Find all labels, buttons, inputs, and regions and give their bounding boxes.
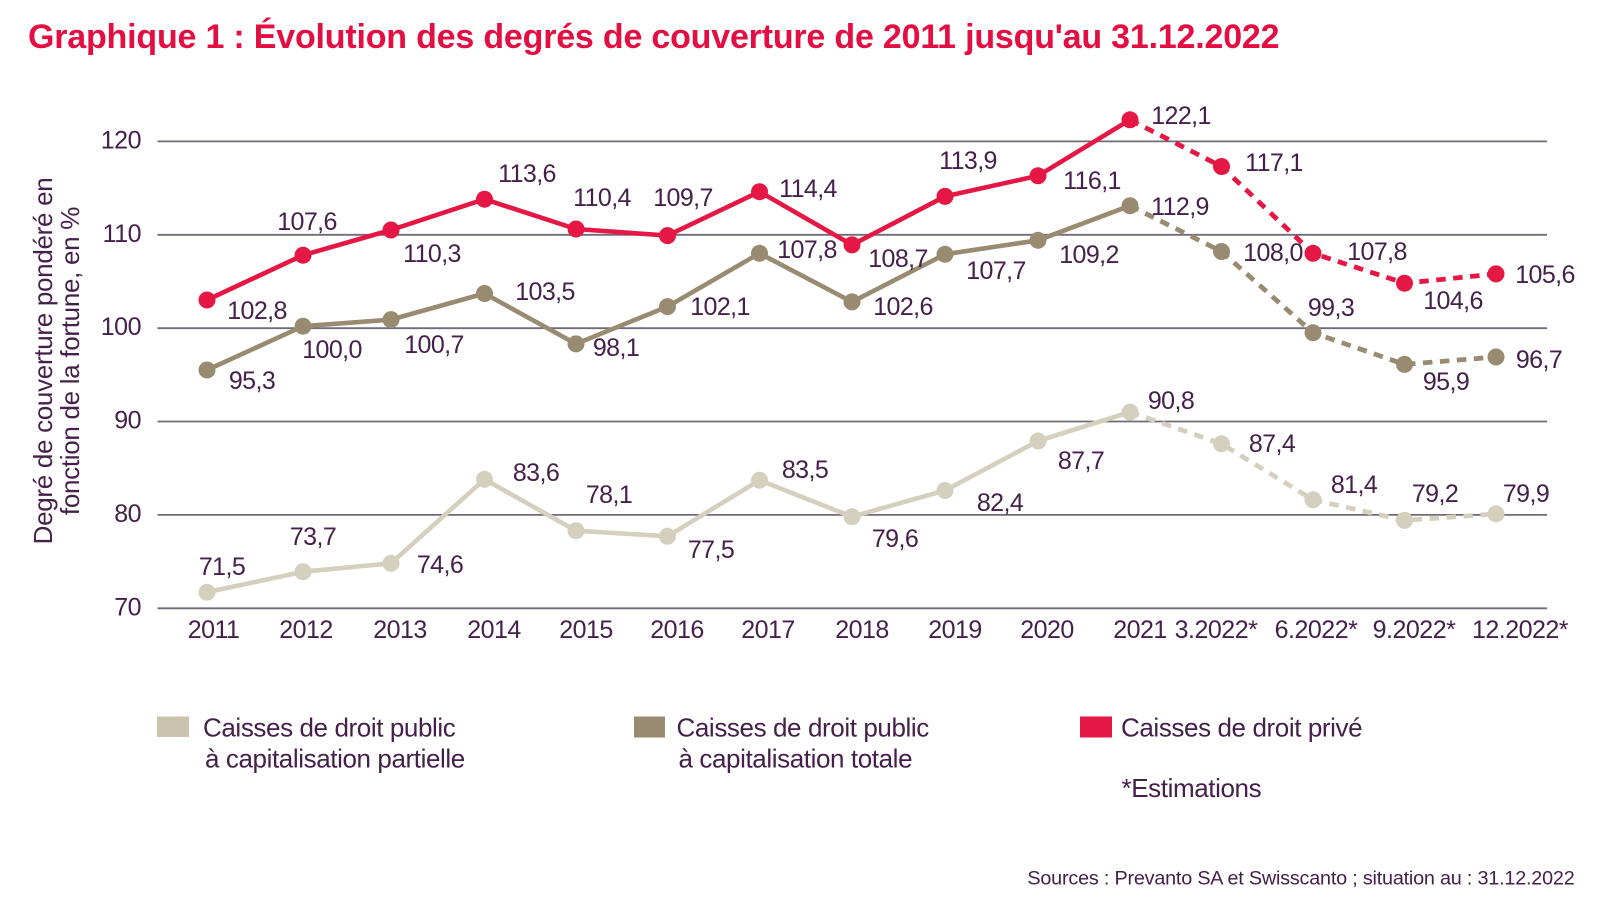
- svg-text:3.2022*: 3.2022*: [1175, 616, 1258, 644]
- svg-text:107,6: 107,6: [277, 208, 337, 236]
- svg-text:100,7: 100,7: [404, 331, 464, 359]
- svg-text:105,6: 105,6: [1515, 261, 1575, 289]
- svg-text:102,8: 102,8: [227, 297, 287, 325]
- svg-text:78,1: 78,1: [586, 481, 632, 509]
- svg-text:Sources : Prevanto SA et Swiss: Sources : Prevanto SA et Swisscanto ; si…: [1027, 868, 1574, 890]
- svg-text:98,1: 98,1: [593, 334, 639, 362]
- svg-text:12.2022*: 12.2022*: [1472, 616, 1569, 644]
- svg-text:80: 80: [114, 500, 141, 528]
- svg-text:122,1: 122,1: [1151, 102, 1211, 130]
- svg-text:2015: 2015: [559, 616, 613, 644]
- svg-text:108,0: 108,0: [1243, 239, 1303, 267]
- svg-text:77,5: 77,5: [688, 536, 734, 564]
- svg-text:70: 70: [114, 593, 141, 621]
- svg-text:102,6: 102,6: [873, 293, 933, 321]
- svg-text:9.2022*: 9.2022*: [1373, 616, 1456, 644]
- svg-text:6.2022*: 6.2022*: [1275, 616, 1358, 644]
- svg-text:114,4: 114,4: [779, 175, 837, 203]
- svg-text:2013: 2013: [373, 616, 427, 644]
- svg-text:2011: 2011: [188, 616, 240, 644]
- svg-text:2016: 2016: [650, 616, 704, 644]
- svg-text:81,4: 81,4: [1331, 471, 1378, 499]
- svg-text:95,3: 95,3: [229, 367, 275, 395]
- svg-text:Caisses de droit public: Caisses de droit public: [677, 713, 930, 743]
- svg-text:116,1: 116,1: [1063, 167, 1121, 195]
- svg-text:107,8: 107,8: [1347, 238, 1407, 266]
- svg-text:110: 110: [103, 220, 141, 248]
- svg-text:2018: 2018: [835, 616, 889, 644]
- svg-text:90,8: 90,8: [1148, 387, 1194, 415]
- svg-text:110,4: 110,4: [573, 184, 631, 212]
- svg-text:107,7: 107,7: [966, 257, 1026, 285]
- svg-text:Caisses de droit public: Caisses de droit public: [203, 713, 456, 743]
- svg-text:fonction de la fortune, en %: fonction de la fortune, en %: [55, 207, 85, 515]
- svg-text:100,0: 100,0: [302, 336, 362, 364]
- svg-text:113,6: 113,6: [498, 160, 556, 188]
- svg-text:95,9: 95,9: [1423, 368, 1469, 396]
- svg-text:102,1: 102,1: [690, 293, 750, 321]
- svg-text:79,2: 79,2: [1412, 480, 1458, 508]
- svg-text:82,4: 82,4: [977, 489, 1024, 517]
- svg-text:79,6: 79,6: [872, 525, 918, 553]
- svg-text:90: 90: [114, 407, 141, 435]
- svg-text:2014: 2014: [467, 616, 521, 644]
- svg-text:87,7: 87,7: [1058, 447, 1104, 475]
- svg-text:108,7: 108,7: [868, 245, 928, 273]
- svg-text:83,6: 83,6: [513, 459, 559, 487]
- svg-text:112,9: 112,9: [1151, 193, 1209, 221]
- svg-text:113,9: 113,9: [939, 147, 997, 175]
- svg-text:*Estimations: *Estimations: [1122, 773, 1262, 803]
- svg-text:83,5: 83,5: [782, 456, 828, 484]
- svg-text:à capitalisation partielle: à capitalisation partielle: [205, 744, 465, 774]
- svg-text:117,1: 117,1: [1245, 149, 1303, 177]
- svg-text:2019: 2019: [928, 616, 982, 644]
- svg-text:2012: 2012: [279, 616, 333, 644]
- svg-text:2020: 2020: [1020, 616, 1074, 644]
- svg-text:109,7: 109,7: [653, 184, 713, 212]
- svg-text:110,3: 110,3: [403, 240, 461, 268]
- svg-text:103,5: 103,5: [515, 278, 575, 306]
- svg-text:104,6: 104,6: [1423, 287, 1483, 315]
- svg-text:74,6: 74,6: [417, 551, 463, 579]
- svg-text:73,7: 73,7: [290, 523, 336, 551]
- svg-text:87,4: 87,4: [1249, 430, 1296, 458]
- svg-text:109,2: 109,2: [1059, 241, 1119, 269]
- svg-text:Caisses de droit privé: Caisses de droit privé: [1121, 713, 1362, 743]
- svg-text:à capitalisation totale: à capitalisation totale: [679, 744, 913, 774]
- svg-text:2017: 2017: [741, 616, 795, 644]
- svg-text:120: 120: [101, 126, 141, 154]
- svg-text:99,3: 99,3: [1308, 294, 1354, 322]
- svg-text:96,7: 96,7: [1516, 346, 1562, 374]
- svg-text:100: 100: [101, 313, 141, 341]
- svg-text:79,9: 79,9: [1503, 480, 1549, 508]
- svg-text:2021: 2021: [1113, 616, 1167, 644]
- svg-text:Degré de couverture pondéré en: Degré de couverture pondéré en: [28, 178, 58, 545]
- svg-text:107,8: 107,8: [777, 236, 837, 264]
- svg-text:71,5: 71,5: [199, 553, 245, 581]
